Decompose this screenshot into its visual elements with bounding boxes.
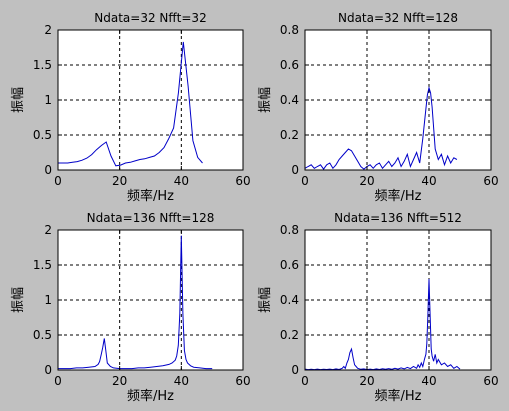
y-tick-label: 2 (44, 23, 52, 37)
y-tick-label: 0 (44, 363, 52, 377)
x-tick-label: 40 (174, 174, 189, 188)
y-axis-label: 振幅 (258, 287, 273, 313)
x-tick-label: 40 (421, 374, 436, 388)
x-tick-label: 20 (112, 174, 127, 188)
y-tick-label: 0.8 (280, 23, 299, 37)
x-tick-label: 60 (235, 174, 250, 188)
x-tick-label: 0 (301, 374, 309, 388)
y-axis-label: 振幅 (258, 87, 273, 113)
x-tick-label: 20 (112, 374, 127, 388)
x-tick-label: 60 (483, 374, 498, 388)
y-tick-label: 1.5 (33, 58, 52, 72)
x-tick-label: 20 (359, 374, 374, 388)
series-line-1 (304, 85, 458, 170)
series-line-1 (304, 278, 461, 371)
y-tick-label: 2 (44, 223, 52, 237)
y-axis-label: 振幅 (11, 87, 26, 113)
y-tick-label: 0.4 (280, 293, 299, 307)
y-tick-label: 0.8 (280, 223, 299, 237)
y-tick-label: 0.6 (280, 258, 299, 272)
subplot-1: 0 20 40 60 0 0.5 1 1.5 2 Ndata=32 Nfft=32 频率/Hz 振幅 (11, 11, 251, 204)
series-line-1 (58, 235, 213, 370)
x-axis-label: 频率/Hz (127, 188, 174, 204)
chart-title: Ndata=136 Nfft=512 (334, 211, 462, 225)
y-tick-label: 0.5 (33, 128, 52, 142)
y-tick-label: 0.5 (33, 328, 52, 342)
x-axis-label: 频率/Hz (375, 388, 422, 404)
chart-title: Ndata=32 Nfft=32 (94, 11, 206, 25)
x-tick-label: 0 (54, 174, 62, 188)
y-tick-label: 0.6 (280, 58, 299, 72)
chart-title: Ndata=32 Nfft=128 (338, 11, 458, 25)
series-line-1 (58, 41, 203, 167)
y-tick-label: 0.2 (280, 128, 299, 142)
x-axis-label: 频率/Hz (127, 388, 174, 404)
x-tick-label: 60 (235, 374, 250, 388)
x-axis-label: 频率/Hz (375, 188, 422, 204)
chart-title: Ndata=136 Nfft=128 (87, 211, 215, 225)
x-tick-label: 40 (421, 174, 436, 188)
x-tick-label: 20 (359, 174, 374, 188)
y-tick-label: 0 (291, 163, 299, 177)
y-tick-label: 1.5 (33, 258, 52, 272)
subplot-3: 0 20 40 60 0 0.5 1 1.5 2 Ndata=136 Nfft=128 频率/Hz 振… (11, 211, 251, 404)
y-tick-label: 1 (44, 293, 52, 307)
y-tick-label: 0 (44, 163, 52, 177)
y-tick-label: 0 (291, 363, 299, 377)
subplot-2: 0 20 40 60 0 0.2 0.4 0.6 0.8 Ndata=32 Nfft=128 频率/… (258, 11, 499, 204)
y-tick-label: 0.4 (280, 93, 299, 107)
x-tick-label: 0 (301, 174, 309, 188)
y-tick-label: 0.2 (280, 328, 299, 342)
x-tick-label: 40 (174, 374, 189, 388)
x-tick-label: 60 (483, 174, 498, 188)
subplot-4: 0 20 40 60 0 0.2 0.4 0.6 0.8 Ndata=136 Nfft=512 频率… (258, 211, 499, 404)
y-tick-label: 1 (44, 93, 52, 107)
y-axis-label: 振幅 (11, 287, 26, 313)
x-tick-label: 0 (54, 374, 62, 388)
